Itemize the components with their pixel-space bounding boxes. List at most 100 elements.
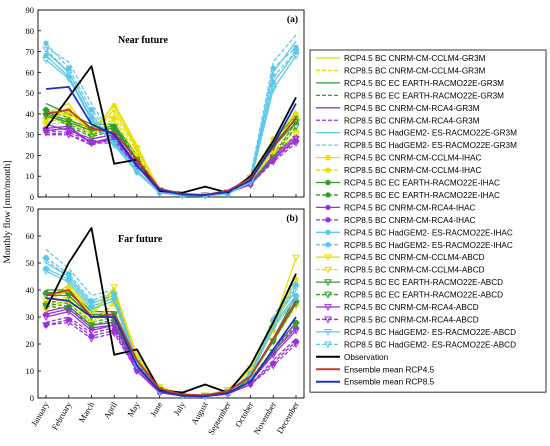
y-tick-label: 10 [26, 171, 35, 181]
scenario-line [45, 49, 297, 197]
y-tick-label: 50 [26, 258, 35, 268]
series-point [66, 65, 72, 71]
legend-entry: RCP8.5 BC CNRM-CM-CCLM4-ABCD [316, 266, 485, 275]
y-tick-label: 70 [26, 47, 35, 57]
series-point [42, 121, 50, 129]
legend-label: RCP8.5 BC HadGEM2- ES-RACMO22E-GR3M [344, 141, 517, 150]
legend-marker [324, 291, 332, 299]
y-tick-label: 0 [30, 393, 34, 403]
scenario-line [45, 249, 297, 397]
panel-title: Far future [118, 234, 163, 245]
y-tick-label: 70 [26, 204, 35, 214]
scenario-series [42, 319, 300, 401]
legend-entry: RCP4.5 BC CNRM-CM-RCA4-GR3M [316, 104, 480, 113]
series-point [42, 257, 50, 265]
series-point [110, 322, 119, 330]
legend-label: RCP8.5 BC HadGEM2- ES-RACMO22E-IHAC [344, 241, 513, 250]
legend-entry: RCP8.5 BC EC EARTH-RACMO22E-ABCD [316, 291, 503, 300]
legend-label: RCP4.5 BC CNRM-CM-CCLM4-ABCD [344, 253, 485, 262]
x-tick-label: January [29, 399, 51, 428]
y-tick-label: 90 [26, 5, 35, 15]
series-point [110, 125, 119, 133]
legend-marker [325, 229, 331, 236]
legend-label: RCP8.5 BC CNRM-CM-CCLM4-IHAC [344, 166, 481, 175]
legend-entry: RCP4.5 BC EC EARTH-RACMO22E-ABCD [316, 278, 503, 287]
series-point [87, 133, 96, 141]
legend-label: RCP8.5 BC CNRM-CM-RCA4-ABCD [344, 315, 479, 324]
y-tick-label: 10 [26, 366, 35, 376]
series-point [64, 319, 73, 327]
legend-label: RCP4.5 BC HadGEM2- ES-RACMO22E-GR3M [344, 129, 517, 138]
x-tick-label: March [76, 399, 96, 424]
legend-marker [325, 179, 331, 186]
series-point [270, 80, 276, 86]
series-point [133, 146, 141, 154]
series-point [87, 335, 96, 343]
series-point [110, 284, 119, 292]
ensemble-mean-rcp8-5-line [45, 297, 297, 398]
series-point [42, 108, 50, 116]
scenario-series [45, 316, 297, 398]
legend-marker [324, 304, 332, 312]
y-tick-label: 30 [26, 130, 35, 140]
series-point [87, 131, 96, 139]
legend-marker [325, 167, 331, 173]
legend-label: Observation [344, 353, 389, 362]
legend-marker [325, 204, 331, 211]
series-point [292, 295, 300, 303]
plot-frame [37, 9, 305, 198]
scenario-series [42, 52, 300, 200]
plot-frame [37, 208, 305, 399]
series-point [292, 123, 300, 131]
legend-entry: RCP8.5 BC CNRM-CM-RCA4-ABCD [316, 315, 479, 324]
scenario-series [42, 268, 300, 401]
series-point [64, 119, 73, 127]
legend-entry: RCP8.5 BC HadGEM2- ES-RACMO22E-GR3M [316, 141, 517, 150]
legend-label: RCP8.5 BC EC EARTH-RACMO22E-IHAC [344, 191, 500, 200]
series-point [133, 152, 141, 160]
series-point [269, 86, 278, 93]
legend-marker [324, 341, 332, 349]
series-point [110, 292, 119, 300]
x-tick-label: May [125, 399, 142, 418]
legend-entry: RCP4.5 BC HadGEM2- ES-RACMO22E-GR3M [316, 129, 517, 138]
series-point [42, 268, 50, 276]
series-point [87, 322, 96, 330]
series-point [42, 322, 50, 330]
legend-entry: RCP4.5 BC EC EARTH-RACMO22E-GR3M [316, 79, 504, 88]
series-point [269, 156, 278, 164]
panel-tag: (b) [286, 213, 298, 224]
legend-label: RCP4.5 BC CNRM-CM-CCLM4-IHAC [344, 154, 481, 163]
legend-marker [325, 242, 331, 248]
legend-entry: Ensemble mean RCP4.5 [316, 365, 435, 374]
legend-label: RCP4.5 BC EC EARTH-RACMO22E-GR3M [344, 79, 504, 88]
series-point [42, 129, 50, 137]
series-point [292, 327, 300, 335]
legend-entry: Observation [316, 353, 389, 362]
y-tick-label: 40 [26, 109, 35, 119]
legend-label: RCP8.5 BC CNRM-CM-CCLM4-GR3M [344, 66, 486, 75]
y-tick-label: 80 [26, 26, 35, 36]
series-point [43, 40, 49, 46]
series-point [269, 362, 278, 370]
legend-entry: RCP4.5 BC HadGEM2- ES-RACMO22E-IHAC [316, 228, 513, 237]
y-tick-label: 60 [26, 67, 35, 77]
series-point [64, 69, 73, 77]
series-point [87, 110, 96, 118]
x-tick-label: October [233, 400, 255, 429]
series-point [292, 341, 300, 349]
series-point [292, 48, 300, 56]
scenario-line [45, 257, 297, 396]
legend-label: RCP4.5 BC CNRM-CM-RCA4-GR3M [344, 104, 480, 113]
series-point [87, 327, 96, 335]
legend-label: Ensemble mean RCP4.5 [344, 365, 435, 374]
legend-entry: RCP8.5 BC CNRM-CM-CCLM4-GR3M [316, 66, 486, 75]
legend-label: RCP4.5 BC HadGEM2- ES-RACMO22E-IHAC [344, 228, 513, 237]
series-point [64, 131, 73, 139]
legend-entry: RCP8.5 BC CNRM-CM-RCA4-IHAC [316, 216, 476, 225]
scenario-series [43, 317, 299, 400]
y-tick-label: 40 [26, 285, 35, 295]
legend-label: RCP4.5 BC HadGEM2- ES-RACMO22E-ABCD [344, 328, 516, 337]
x-tick-label: August [189, 399, 210, 426]
